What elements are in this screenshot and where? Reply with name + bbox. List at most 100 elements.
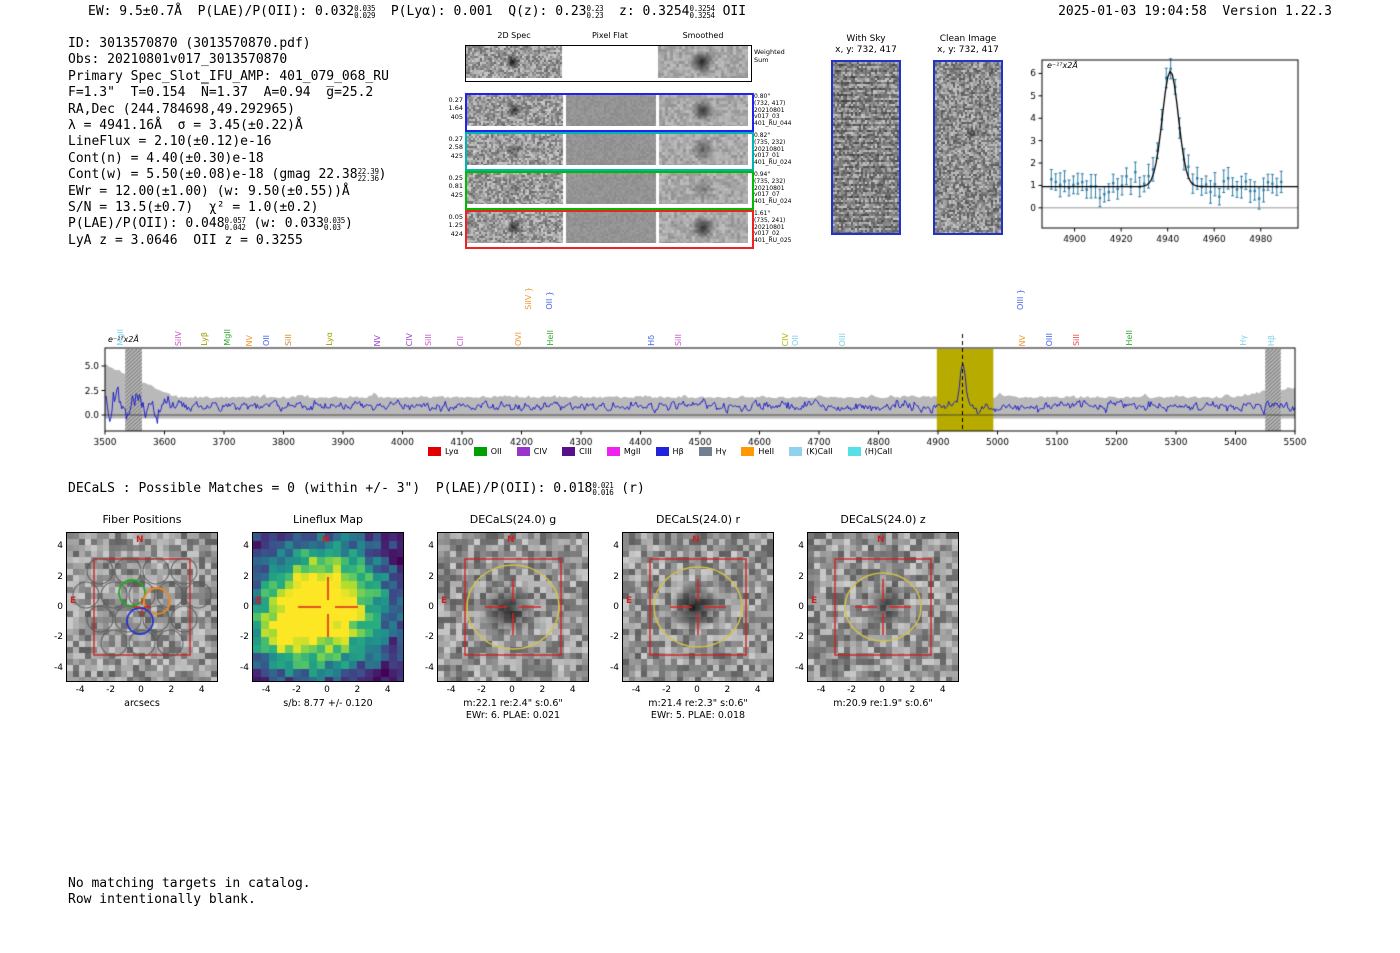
y-axis-tick-label: -4 <box>610 662 619 673</box>
legend-item: Hγ <box>698 447 727 456</box>
emission-line-fit-chart <box>1020 48 1315 248</box>
y-axis-tick-label: 4 <box>798 541 804 552</box>
x-axis-tick-label: -4 <box>816 685 826 695</box>
spec2d-col-header: Pixel Flat <box>592 31 628 40</box>
x-axis-tick-label: -4 <box>631 685 641 695</box>
text-segment: Obs: 20210801v017_3013570870 <box>68 52 288 68</box>
with-sky-image <box>833 62 899 233</box>
stacked-value: 0.057 0.042 <box>224 216 246 233</box>
info-line-8: Cont(w) = 5.50(±0.08)e-18 (gmag 22.38 22.… <box>68 167 389 183</box>
text-segment: EW: 9.5±0.7Å P(LAE)/P(OII): 0.032 <box>88 4 355 19</box>
x-axis-tick-label: 0 <box>879 685 885 695</box>
text-segment: Cont(n) = 4.40(±0.30)e-18 <box>68 150 264 166</box>
legend-swatch <box>562 447 576 456</box>
with-sky-coords: x, y: 732, 417 <box>835 45 897 55</box>
clean-image-title: Clean Image <box>939 34 997 44</box>
y-axis-tick-label: -2 <box>425 632 434 643</box>
spec2d-col-header: Smoothed <box>682 31 724 40</box>
compass-east-label: E <box>70 596 77 606</box>
compass-east-label: E <box>626 596 633 606</box>
legend-label: MgII <box>623 447 641 456</box>
cutout-title: DECaLS(24.0) r <box>655 513 741 526</box>
spec2d-col-header: 2D Spec <box>497 31 531 40</box>
cutout-caption: m:21.4 re:2.3" s:0.6" <box>648 698 748 709</box>
compass-east-label: E <box>441 596 448 606</box>
footer-line-0: No matching targets in catalog. <box>68 876 311 891</box>
cutout-row: Fiber Positions N E 4 2 0 -2 -4 -4 -2 0 2 4 arcsecs Li… <box>0 513 1400 742</box>
x-axis-tick-label: 4 <box>939 685 946 695</box>
y-axis-tick-label: 4 <box>428 541 434 552</box>
cutout-title: DECaLS(24.0) z <box>840 513 926 526</box>
x-axis-tick-label: 2 <box>539 685 546 695</box>
y-axis-tick-label: -2 <box>54 632 63 643</box>
spec2d-fiber-canvas <box>467 95 748 126</box>
legend-label: Hγ <box>715 447 727 456</box>
info-line-6: LineFlux = 2.10(±0.12)e-16 <box>68 134 389 150</box>
y-axis-tick-label: 4 <box>57 541 63 552</box>
fiber-annotation: 0.94" (735, 232) 20210801 v017_07 401_RU_024 <box>754 171 792 206</box>
legend-swatch <box>698 447 712 456</box>
y-axis-tick-label: 0 <box>428 602 434 612</box>
x-axis-tick-label: -2 <box>106 685 116 695</box>
cutout-title: Fiber Positions <box>102 513 182 526</box>
spec2d-fiber-canvas <box>467 173 748 204</box>
cutout-canvas <box>807 532 959 682</box>
text-segment: Cont(w) = 5.50(±0.08)e-18 (gmag 22.38 <box>68 167 358 183</box>
text-segment: ) <box>378 167 387 183</box>
y-axis-tick-label: -2 <box>795 632 804 643</box>
fiber-annotation: 0.80" (732, 417) 20210801 v017_03 401_RU_044 <box>754 93 792 128</box>
info-line-11: P(LAE)/P(OII): 0.048 0.057 0.042 (w: 0.033… <box>68 216 389 232</box>
legend-item: (K)CaII <box>789 447 833 456</box>
fiber-annotation: 0.82" (735, 232) 20210801 v017_01 401_RU_024 <box>754 132 792 167</box>
x-axis-tick-label: -2 <box>477 685 487 695</box>
legend-item: OII <box>473 447 502 456</box>
text-segment: Primary Spec_Slot_IFU_AMP: 401_079_068_R… <box>68 68 389 84</box>
cutout-canvas <box>252 532 404 682</box>
decals-matches-line: DECaLS : Possible Matches = 0 (within +/… <box>68 481 645 496</box>
clean-image-header: Clean Image x, y: 732, 417 <box>916 34 1020 56</box>
compass-east-label: E <box>811 596 818 606</box>
catalog-footer: No matching targets in catalog. Row inten… <box>68 876 311 907</box>
clean-image-canvas <box>935 62 1001 233</box>
text-segment: LyA z = 3.0646 OII z = 0.3255 <box>68 232 303 248</box>
y-axis-tick-label: 4 <box>613 541 619 552</box>
text-segment: ID: 3013570870 (3013570870.pdf) <box>68 36 311 51</box>
compass-north-label: N <box>507 535 515 545</box>
y-axis-tick-label: 0 <box>798 602 804 612</box>
detection-info-block: ID: 3013570870 (3013570870.pdf) Obs: 2021… <box>68 36 389 249</box>
y-axis-tick-label: 2 <box>428 571 434 582</box>
legend-swatch <box>473 447 487 456</box>
spectrum-flux-units-annotation: e⁻¹⁷x2Å <box>108 335 139 344</box>
x-axis-tick-label: 4 <box>569 685 576 695</box>
legend-item: MgII <box>606 447 641 456</box>
x-axis-tick-label: 4 <box>198 685 205 695</box>
full-spectrum-chart <box>60 330 1330 460</box>
x-axis-tick-label: 2 <box>724 685 731 695</box>
cutout-caption: EWr: 5. PLAE: 0.018 <box>650 710 746 721</box>
text-segment: (r) <box>613 481 645 496</box>
y-axis-tick-label: -4 <box>425 662 434 673</box>
compass-north-label: N <box>136 535 144 545</box>
x-axis-tick-label: 0 <box>694 685 700 695</box>
y-axis-tick-label: 4 <box>243 541 249 552</box>
x-axis-tick-label: 0 <box>138 685 144 695</box>
cutout-canvas <box>622 532 774 682</box>
x-axis-tick-label: -4 <box>261 685 271 695</box>
legend-label: CIII <box>579 447 592 456</box>
x-axis-tick-label: -2 <box>847 685 857 695</box>
y-axis-tick-label: -4 <box>240 662 249 673</box>
text-segment: z: 0.3254 <box>603 4 690 19</box>
weighted-sum-label: Weighted Sum <box>754 48 785 64</box>
spec2d-fiber-canvas <box>467 134 748 165</box>
y-axis-tick-label: -4 <box>795 662 804 673</box>
legend-label: Lyα <box>445 447 459 456</box>
legend-item: HeII <box>741 447 774 456</box>
legend-label: (K)CaII <box>806 447 833 456</box>
stacked-value: 0.3254 0.3254 <box>689 3 715 20</box>
x-axis-tick-label: -4 <box>446 685 456 695</box>
text-segment: F=1.3" T=0.154 N̅=1.37 A=0.94 g̅=25.2 <box>68 85 374 101</box>
x-axis-tick-label: -2 <box>662 685 672 695</box>
legend-item: (H)CaII <box>847 447 893 456</box>
legend-label: (H)CaII <box>864 447 893 456</box>
with-sky-panel <box>831 60 901 235</box>
